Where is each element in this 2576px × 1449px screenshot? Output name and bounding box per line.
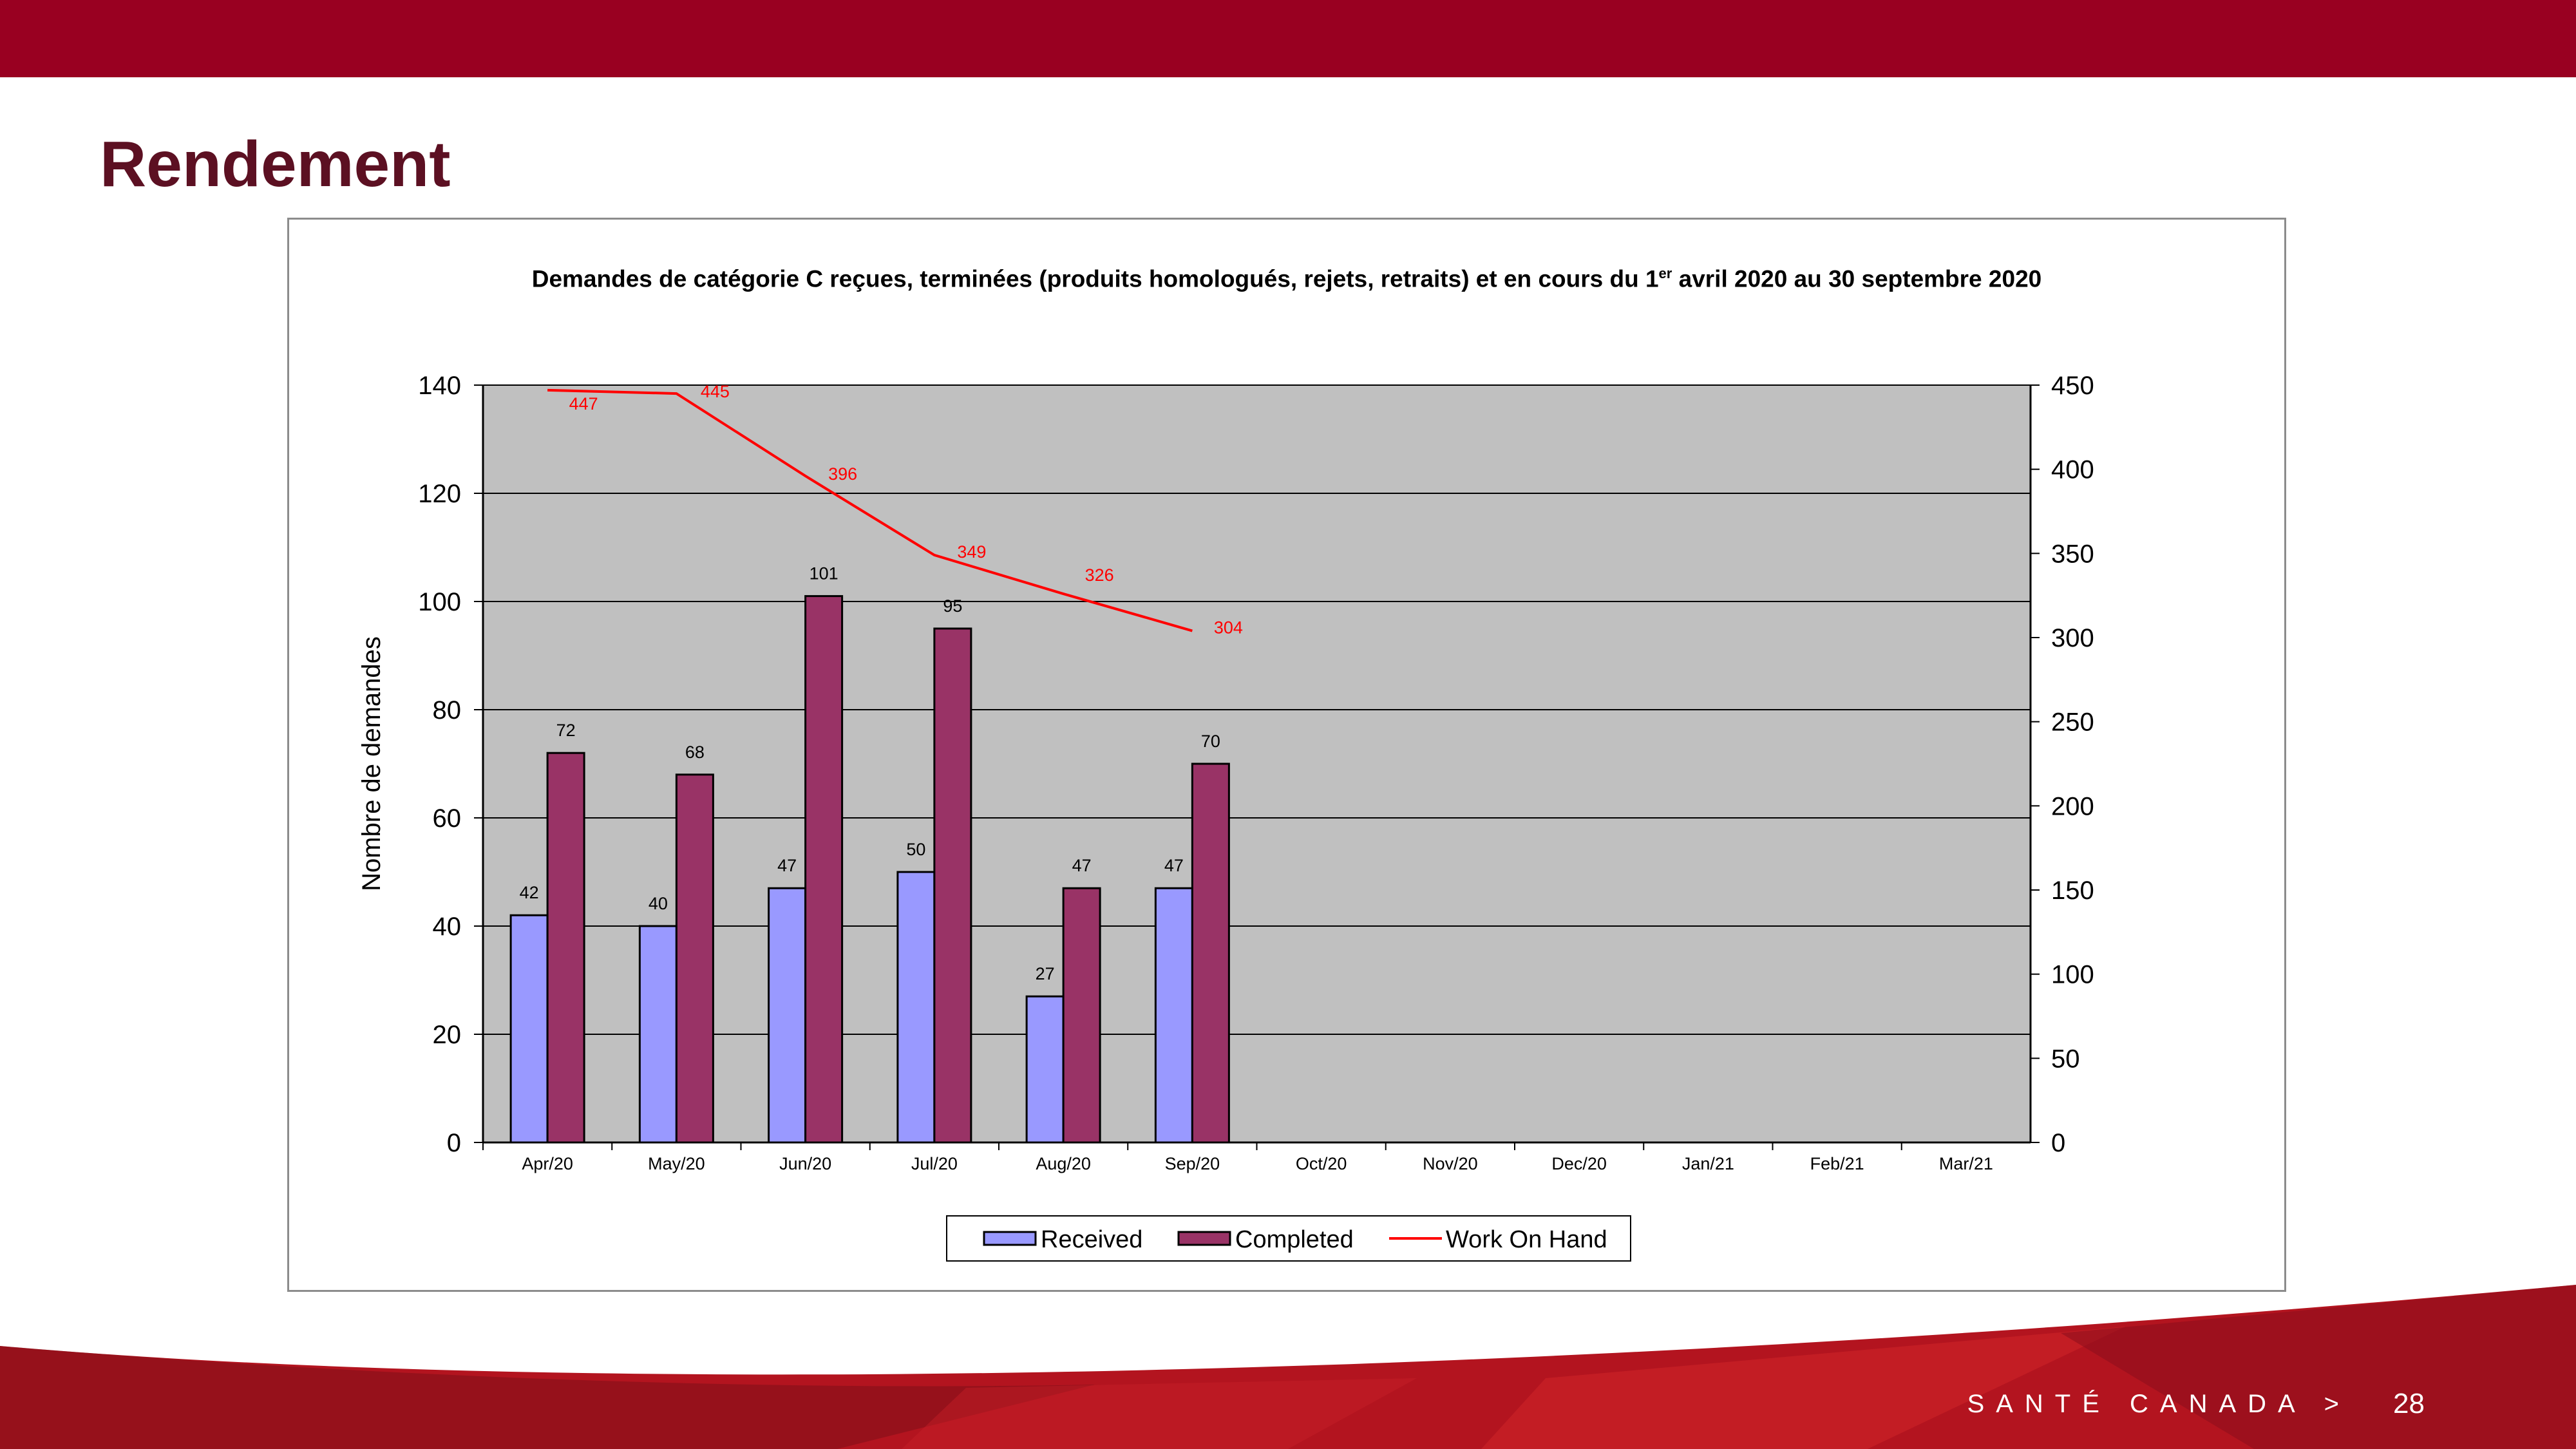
bar-received — [509, 914, 549, 1144]
line-data-label: 396 — [828, 464, 857, 484]
legend-label: Completed — [1235, 1226, 1354, 1253]
x-tick-label: Aug/20 — [1036, 1154, 1091, 1173]
x-tick-label: Jul/20 — [911, 1154, 958, 1173]
bar-data-label: 40 — [649, 894, 668, 913]
y-tick-label: 40 — [433, 913, 462, 941]
bar-data-label: 47 — [1164, 856, 1184, 875]
x-tick-label: Oct/20 — [1296, 1154, 1347, 1173]
bar-completed — [1062, 887, 1101, 1144]
bar-completed — [804, 595, 844, 1144]
bar-completed — [933, 627, 972, 1144]
bar-data-label: 27 — [1036, 964, 1055, 983]
y-tick-label: 120 — [418, 480, 461, 508]
page-number: 28 — [2393, 1388, 2425, 1419]
bar-received — [896, 871, 936, 1144]
y2-tick-label: 250 — [2051, 708, 2094, 737]
y2-tick-label: 400 — [2051, 456, 2094, 484]
bar-received — [1154, 887, 1193, 1144]
x-tick-label: May/20 — [648, 1154, 705, 1173]
bar-completed — [546, 752, 585, 1144]
chart-title-sup: er — [1658, 265, 1672, 281]
x-tick-label: Mar/21 — [1939, 1154, 1993, 1173]
bar-received — [768, 887, 807, 1144]
x-tick-label: Nov/20 — [1423, 1154, 1478, 1173]
x-tick-label: Apr/20 — [522, 1154, 573, 1173]
y2-tick-label: 350 — [2051, 540, 2094, 568]
bar-completed — [1191, 762, 1230, 1144]
y2-tick-label: 100 — [2051, 961, 2094, 989]
y-tick-label: 100 — [418, 588, 461, 616]
y-axis-title: Nombre de demandes — [357, 636, 386, 891]
chart-title-main: Demandes de catégorie C reçues, terminée… — [531, 265, 1659, 292]
line-work-on-hand — [547, 388, 1193, 632]
x-tick-label: Dec/20 — [1551, 1154, 1607, 1173]
y-tick-label: 140 — [418, 372, 461, 400]
y2-tick-label: 200 — [2051, 792, 2094, 820]
chart-title-rest: avril 2020 au 30 septembre 2020 — [1672, 265, 2042, 292]
y2-tick-label: 150 — [2051, 876, 2094, 905]
y2-tick-label: 50 — [2051, 1045, 2080, 1073]
chart-title: Demandes de catégorie C reçues, terminée… — [287, 265, 2286, 292]
bar-data-label: 42 — [520, 883, 539, 902]
y2-tick-label: 450 — [2051, 372, 2094, 400]
bar-data-label: 101 — [810, 564, 838, 583]
y2-tick-label: 300 — [2051, 624, 2094, 652]
bar-completed — [675, 773, 714, 1144]
line-data-label: 304 — [1214, 618, 1243, 638]
bar-data-label: 72 — [556, 721, 576, 740]
line-data-label: 445 — [701, 382, 730, 401]
y-tick-label: 60 — [433, 804, 462, 833]
x-tick-label: Sep/20 — [1165, 1154, 1220, 1173]
brand-logo-text: SANTÉ CANADA > — [1967, 1390, 2351, 1418]
bar-data-label: 95 — [943, 596, 962, 616]
bar-data-label: 68 — [685, 743, 705, 762]
legend-swatch — [983, 1231, 1037, 1246]
top-band — [0, 0, 2576, 77]
x-tick-label: Jun/20 — [779, 1154, 831, 1173]
line-data-label: 326 — [1085, 565, 1114, 585]
legend-label: Work On Hand — [1446, 1226, 1607, 1253]
bar-data-label: 47 — [777, 856, 797, 875]
x-tick-label: Jan/21 — [1682, 1154, 1734, 1173]
line-data-label: 349 — [957, 542, 986, 562]
line-data-label: 447 — [569, 394, 598, 413]
legend-box — [946, 1215, 1631, 1262]
bar-received — [638, 925, 677, 1144]
y-tick-label: 20 — [433, 1021, 462, 1049]
x-tick-label: Feb/21 — [1810, 1154, 1864, 1173]
y2-tick-label: 0 — [2051, 1129, 2065, 1157]
slide-title: Rendement — [100, 128, 451, 200]
legend-label: Received — [1041, 1226, 1142, 1253]
bar-data-label: 47 — [1072, 856, 1092, 875]
bar-data-label: 70 — [1201, 732, 1220, 751]
y-tick-label: 80 — [433, 696, 462, 724]
bar-data-label: 50 — [906, 840, 925, 859]
y-tick-label: 0 — [447, 1129, 461, 1157]
plot-area — [483, 385, 2031, 1142]
legend-swatch — [1177, 1231, 1231, 1246]
